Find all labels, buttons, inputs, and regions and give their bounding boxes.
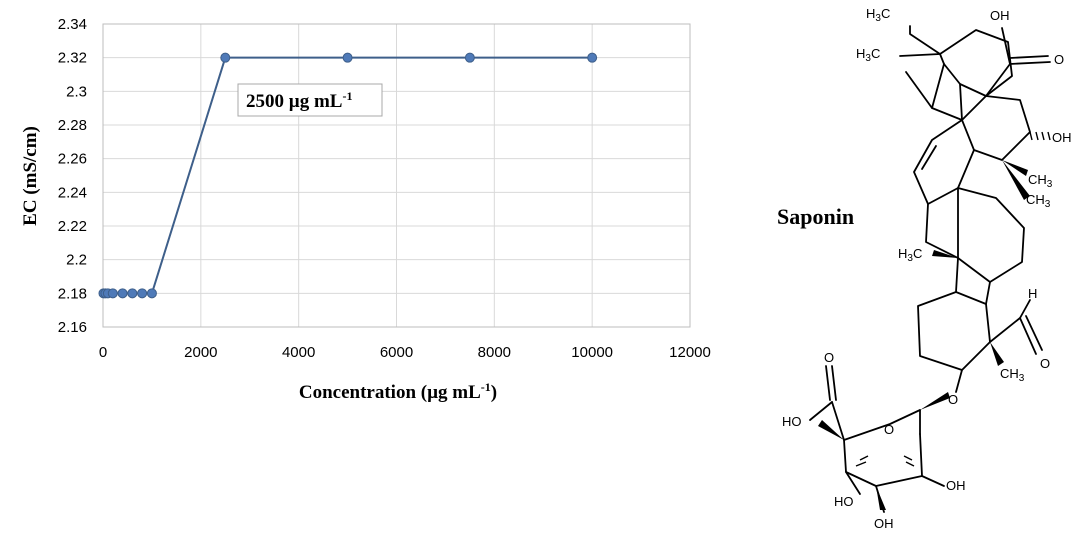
label-o-aldehyde: O: [1040, 356, 1050, 371]
label-ch3-b: CH3: [1026, 192, 1051, 210]
label-ho-sugar: HO: [834, 494, 854, 509]
label-oh-sugar-bottom: OH: [874, 516, 894, 531]
label-o-glycoside: O: [948, 392, 958, 407]
data-point: [127, 288, 138, 299]
x-axis-title-sup: -1: [481, 380, 491, 394]
x-tick-label: 10000: [571, 344, 613, 361]
y-tick-label: 2.3: [66, 83, 87, 100]
y-tick-label: 2.16: [58, 319, 87, 336]
label-h3c-top: H3C: [866, 6, 890, 24]
x-tick-label: 4000: [282, 344, 315, 361]
annotation-sup: -1: [342, 89, 352, 103]
label-o-carbonyl: O: [824, 350, 834, 365]
label-o-ring: O: [884, 422, 894, 437]
series-markers: [98, 52, 598, 299]
svg-text:2500 µg mL-1: 2500 µg mL-1: [246, 89, 352, 112]
label-ch3-c: CH3: [1000, 366, 1025, 384]
structure-bonds: [809, 25, 1051, 513]
hashed-bonds: [855, 131, 1051, 467]
stereo-wedges: [818, 160, 1030, 510]
y-tick-label: 2.26: [58, 151, 87, 168]
y-tick-label: 2.2: [66, 252, 87, 269]
y-tick-label: 2.28: [58, 117, 87, 134]
y-tick-label: 2.34: [58, 16, 87, 33]
label-h3c-mid: H3C: [898, 246, 922, 264]
data-point: [107, 288, 118, 299]
ec-chart: 2.16 2.18 2.2 2.22 2.24 2.26 2.28 2.3 2.32 2.34 0…: [20, 16, 711, 403]
label-oh-ring: OH: [1052, 130, 1072, 145]
data-point: [587, 52, 598, 63]
compound-name: Saponin: [777, 204, 854, 229]
x-tick-label: 2000: [184, 344, 217, 361]
x-axis-title-close: ): [491, 382, 497, 403]
y-tick-label: 2.22: [58, 218, 87, 235]
label-ho-acid: HO: [782, 414, 802, 429]
label-h-aldehyde: H: [1028, 286, 1037, 301]
data-point: [146, 288, 157, 299]
label-ch3-a: CH3: [1028, 172, 1053, 190]
annotation-box: 2500 µg mL-1: [237, 83, 383, 117]
y-axis-ticks: 2.16 2.18 2.2 2.22 2.24 2.26 2.28 2.3 2.32 2.34: [58, 16, 87, 336]
x-axis-ticks: 0 2000 4000 6000 8000 10000 12000: [99, 344, 711, 361]
label-h3c-left: H3C: [856, 46, 880, 64]
y-axis-title: EC (mS/cm): [20, 126, 41, 226]
y-tick-label: 2.18: [58, 285, 87, 302]
data-point: [117, 288, 128, 299]
data-point: [137, 288, 148, 299]
data-point: [220, 52, 231, 63]
data-point: [342, 52, 353, 63]
x-tick-label: 12000: [669, 344, 711, 361]
x-tick-label: 8000: [478, 344, 511, 361]
plot-area-border: [102, 23, 691, 328]
saponin-structure: Saponin: [777, 6, 1072, 531]
data-point: [464, 52, 475, 63]
x-axis-title-main: Concentration (µg mL: [299, 382, 481, 403]
label-oh-sugar-right: OH: [946, 478, 966, 493]
label-oh-acid: OH: [990, 8, 1010, 23]
y-tick-label: 2.32: [58, 50, 87, 67]
annotation-text: 2500 µg mL: [246, 91, 342, 112]
x-tick-label: 6000: [380, 344, 413, 361]
x-axis-title: Concentration (µg mL-1): [299, 380, 497, 403]
gridlines: [102, 23, 691, 328]
x-tick-label: 0: [99, 344, 107, 361]
label-o-acid: O: [1054, 52, 1064, 67]
y-tick-label: 2.24: [58, 184, 87, 201]
